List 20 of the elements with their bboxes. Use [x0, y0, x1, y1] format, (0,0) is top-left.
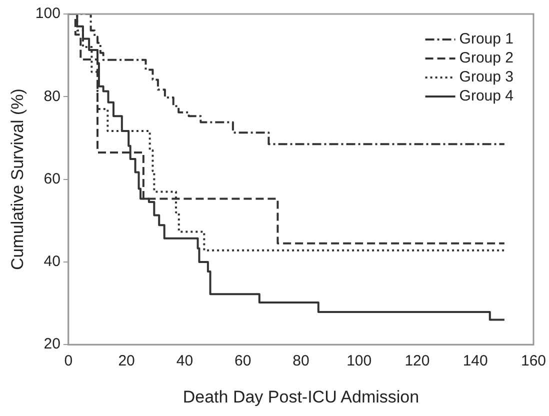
legend-label: Group 3 — [459, 68, 514, 86]
x-tick-label: 140 — [462, 352, 488, 370]
x-tick-label: 80 — [292, 352, 310, 370]
x-tick-label: 40 — [176, 352, 194, 370]
legend-label: Group 4 — [459, 88, 514, 105]
x-tick-label: 0 — [64, 352, 73, 370]
y-tick-label: 60 — [44, 170, 60, 188]
legend-label: Group 2 — [459, 50, 514, 67]
y-axis-title: Cumulative Survival (%) — [8, 88, 27, 270]
x-tick-label: 160 — [520, 352, 546, 370]
x-axis-title: Death Day Post-ICU Admission — [182, 387, 420, 406]
y-tick-label: 40 — [44, 253, 60, 270]
y-tick-label: 80 — [44, 88, 60, 105]
x-tick-label: 20 — [118, 352, 135, 370]
legend-label: Group 1 — [459, 30, 514, 48]
x-tick-label: 100 — [346, 352, 372, 370]
y-tick-label: 20 — [44, 336, 60, 353]
x-tick-label: 120 — [404, 352, 430, 370]
y-tick-label: 100 — [35, 5, 60, 22]
x-tick-label: 60 — [234, 352, 252, 370]
